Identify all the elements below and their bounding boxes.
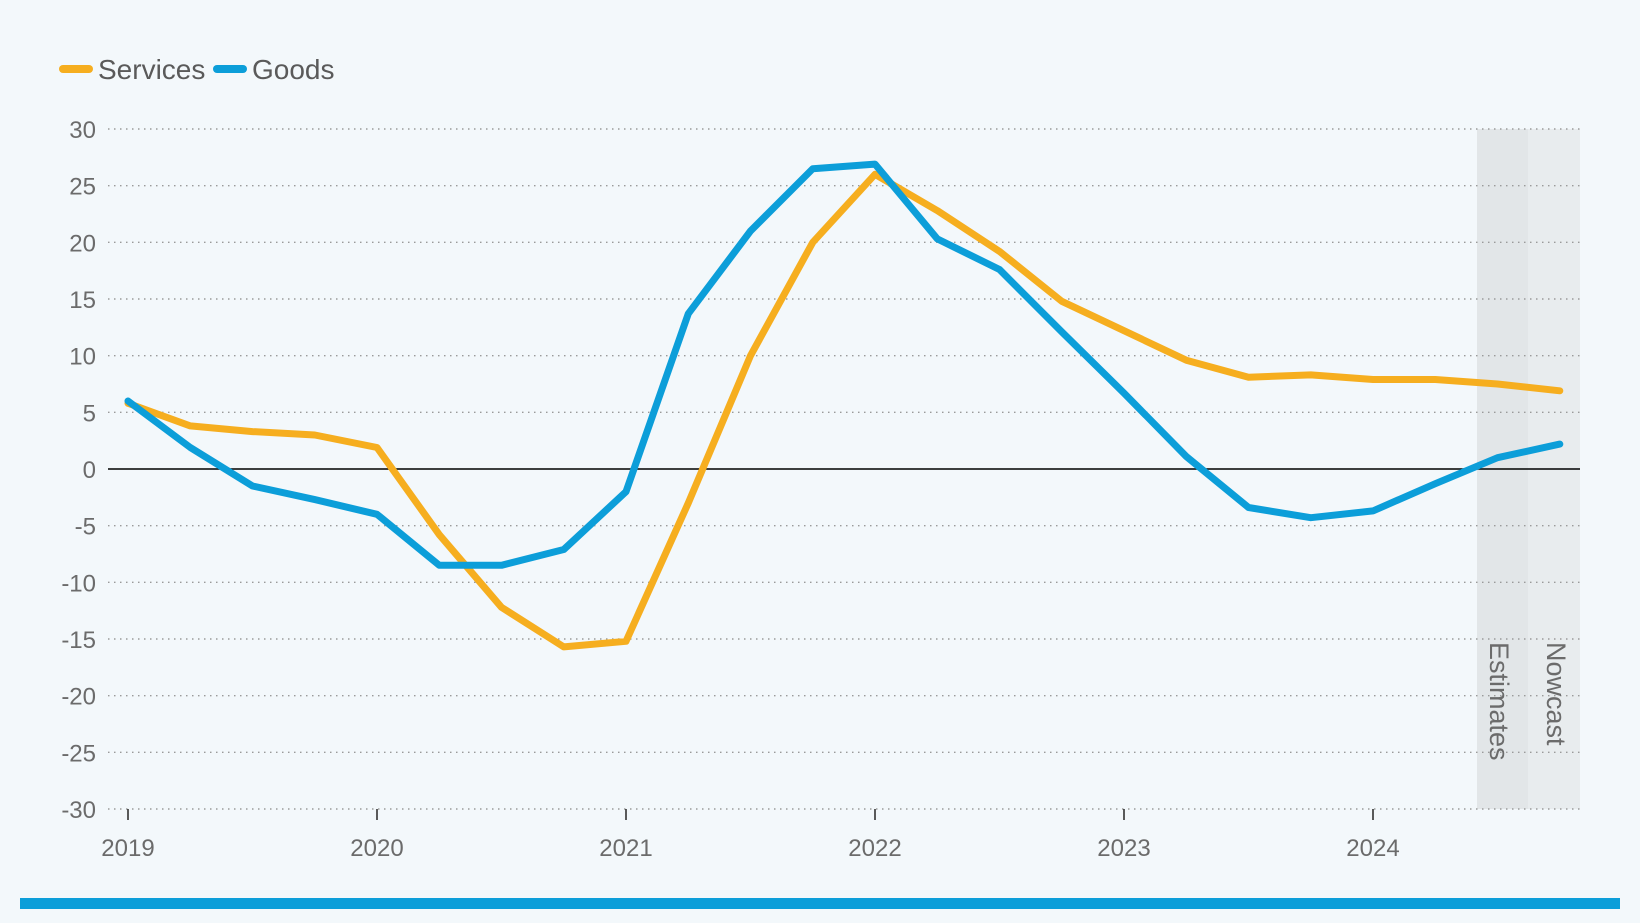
y-tick-label: 30 xyxy=(69,117,96,144)
band-labels: Estimates Nowcast xyxy=(1484,642,1571,761)
band-label-estimates: Estimates xyxy=(1484,642,1514,761)
legend-label-goods: Goods xyxy=(252,54,335,85)
y-tick-label: 25 xyxy=(69,174,96,201)
series-line-goods xyxy=(124,160,1564,569)
x-axis: 2019 2020 2021 2022 2023 2024 xyxy=(101,809,1400,862)
y-tick-label: 15 xyxy=(69,287,96,314)
x-tick-label: 2022 xyxy=(848,835,901,862)
gridlines xyxy=(108,128,1580,810)
y-tick-label: -15 xyxy=(61,627,96,654)
y-tick-label: -25 xyxy=(61,740,96,767)
series-line-services xyxy=(124,170,1564,651)
y-tick-label: 20 xyxy=(69,230,96,257)
x-tick-label: 2023 xyxy=(1097,835,1150,862)
legend: Services Goods xyxy=(59,54,335,85)
y-axis: 30 25 20 15 10 5 0 -5 -10 -15 -20 -25 -30 xyxy=(61,117,96,824)
legend-label-services: Services xyxy=(98,54,205,85)
y-tick-label: -10 xyxy=(61,570,96,597)
x-tick-label: 2020 xyxy=(350,835,403,862)
bottom-accent-bar xyxy=(20,898,1620,909)
series-lines xyxy=(124,160,1564,651)
y-tick-label: 0 xyxy=(83,457,96,484)
band-label-nowcast: Nowcast xyxy=(1541,642,1571,746)
y-tick-label: 10 xyxy=(69,344,96,371)
y-tick-label: -5 xyxy=(75,514,96,541)
x-tick-label: 2024 xyxy=(1346,835,1399,862)
y-tick-label: -30 xyxy=(61,797,96,824)
y-tick-label: 5 xyxy=(83,400,96,427)
y-tick-label: -20 xyxy=(61,684,96,711)
x-tick-label: 2021 xyxy=(599,835,652,862)
x-tick-label: 2019 xyxy=(101,835,154,862)
